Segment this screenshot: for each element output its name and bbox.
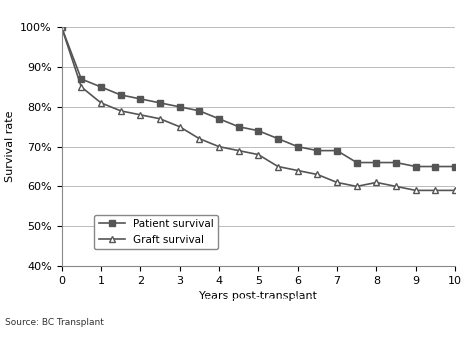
Patient survival	[413, 164, 419, 168]
Graft survival	[137, 113, 143, 117]
Graft survival	[432, 188, 438, 192]
Graft survival	[334, 180, 340, 184]
Line: Graft survival: Graft survival	[58, 24, 458, 194]
Graft survival	[413, 188, 419, 192]
Patient survival	[157, 101, 163, 105]
Legend: Patient survival, Graft survival: Patient survival, Graft survival	[94, 215, 218, 249]
Patient survival	[216, 117, 222, 121]
Patient survival	[354, 161, 359, 165]
Line: Patient survival: Patient survival	[59, 25, 458, 169]
Graft survival	[374, 180, 379, 184]
Patient survival	[98, 85, 104, 89]
Graft survival	[177, 125, 182, 129]
Text: Figure 1.: Figure 1.	[5, 296, 50, 305]
Graft survival	[236, 149, 241, 153]
Patient survival	[196, 109, 202, 113]
Graft survival	[196, 137, 202, 141]
Graft survival	[295, 168, 301, 173]
Patient survival	[295, 145, 301, 149]
Graft survival	[216, 145, 222, 149]
Patient survival	[59, 25, 64, 29]
Y-axis label: Survival rate: Survival rate	[5, 111, 15, 182]
Graft survival	[275, 164, 281, 168]
Patient survival	[275, 137, 281, 141]
Patient survival	[314, 149, 320, 153]
Patient survival	[432, 164, 438, 168]
Graft survival	[98, 101, 104, 105]
Graft survival	[452, 188, 458, 192]
Patient survival	[118, 93, 123, 97]
Patient survival	[78, 77, 84, 81]
Text: Figure 1.  Patient and graft survival for first liver transplants in BC, 1995–20: Figure 1. Patient and graft survival for…	[5, 296, 363, 305]
Text: Source: BC Transplant: Source: BC Transplant	[5, 318, 104, 327]
Patient survival	[177, 105, 182, 109]
Patient survival	[452, 164, 458, 168]
Graft survival	[59, 25, 64, 29]
X-axis label: Years post-transplant: Years post-transplant	[200, 291, 317, 301]
Graft survival	[393, 184, 399, 189]
Graft survival	[118, 109, 123, 113]
Patient survival	[393, 161, 399, 165]
Patient survival	[374, 161, 379, 165]
Graft survival	[354, 184, 359, 189]
Patient survival	[334, 149, 340, 153]
Graft survival	[157, 117, 163, 121]
Graft survival	[314, 173, 320, 177]
Graft survival	[255, 152, 261, 157]
Patient survival	[137, 97, 143, 101]
Patient survival	[255, 129, 261, 133]
Graft survival	[78, 85, 84, 89]
Patient survival	[236, 125, 241, 129]
